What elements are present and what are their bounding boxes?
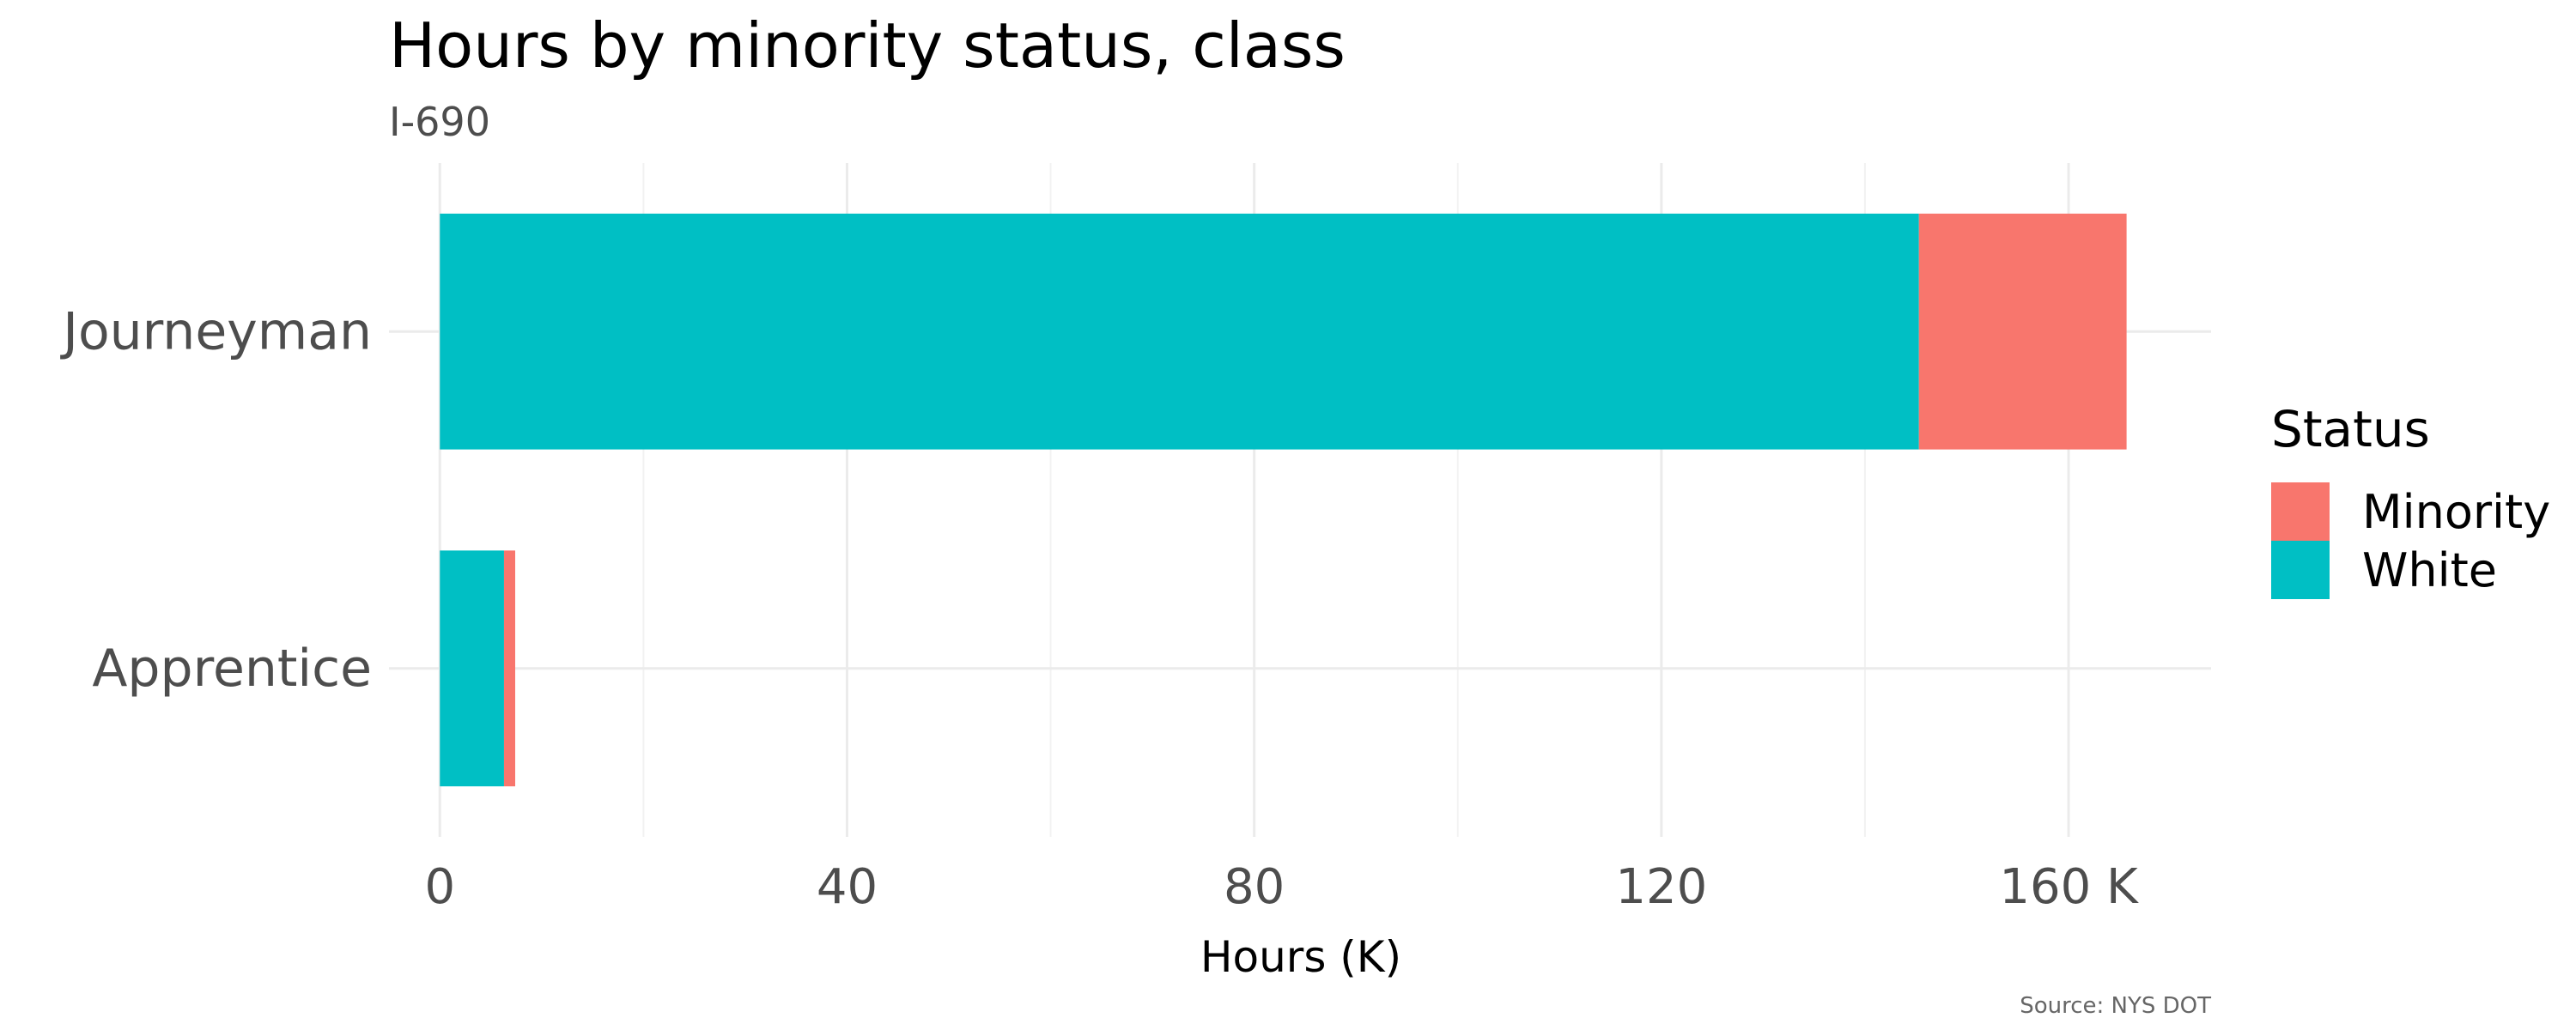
legend-label-white: White — [2362, 543, 2497, 597]
legend-label-minority: Minority — [2362, 485, 2550, 539]
x-axis: 0 40 80 120 160 K — [424, 859, 2139, 915]
chart-subtitle: I-690 — [389, 99, 490, 145]
plot-bars — [440, 213, 2127, 787]
bar-journeyman-minority — [1918, 213, 2127, 450]
x-tick-label: 80 — [1224, 859, 1285, 915]
x-tick-label: 40 — [817, 859, 878, 915]
x-axis-title: Hours (K) — [1200, 932, 1401, 982]
y-axis: Journeyman Apprentice — [59, 301, 372, 699]
legend-key-white — [2271, 541, 2330, 599]
bar-apprentice-minority — [503, 550, 515, 787]
bar-journeyman-white — [440, 213, 1919, 450]
bar-apprentice-white — [440, 550, 504, 787]
y-tick-label: Apprentice — [92, 639, 372, 699]
x-tick-label: 160 K — [1999, 859, 2139, 915]
legend-title: Status — [2271, 400, 2430, 458]
chart-caption: Source: NYS DOT — [2020, 993, 2211, 1019]
chart-title: Hours by minority status, class — [389, 9, 1346, 82]
y-tick-label: Journeyman — [59, 301, 372, 361]
x-tick-label: 120 — [1615, 859, 1707, 915]
x-tick-label: 0 — [424, 859, 455, 915]
legend-key-minority — [2271, 482, 2330, 541]
